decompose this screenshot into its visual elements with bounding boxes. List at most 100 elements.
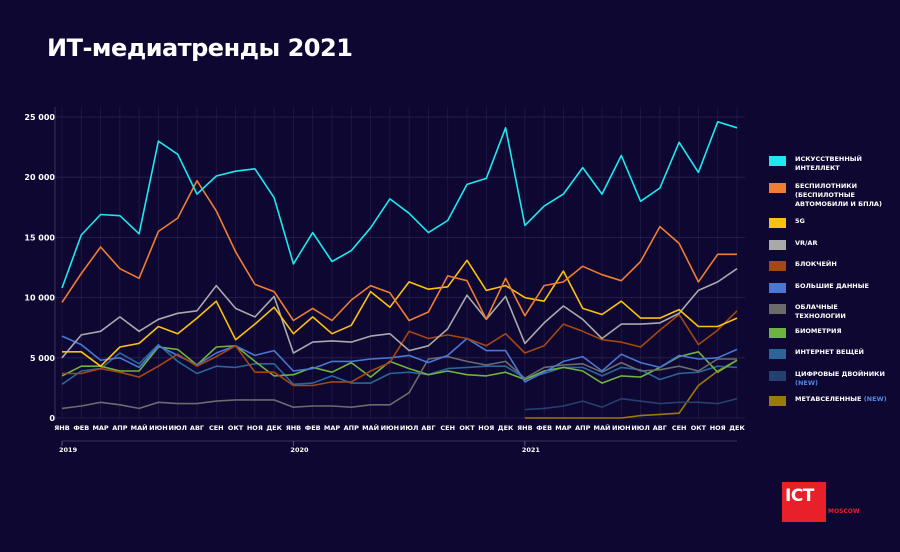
legend-name: БЕСПИЛОТНИКИ (БЕСПИЛОТНЫЕ АВТОМОБИЛИ И Б… <box>795 182 882 208</box>
legend-label: БЛОКЧЕЙН <box>795 260 837 269</box>
x-tick-label: СЕН <box>440 424 455 432</box>
legend-item: МЕТАВСЕЛЕННЫЕ (NEW) <box>769 395 887 406</box>
x-tick-label: ФЕВ <box>305 424 321 432</box>
legend-item: VR/AR <box>769 239 817 250</box>
legend-swatch <box>769 371 786 381</box>
legend-name: БИОМЕТРИЯ <box>795 327 842 335</box>
y-tick-label: 10 000 <box>24 294 55 303</box>
legend-name: БОЛЬШИЕ ДАННЫЕ <box>795 282 869 290</box>
x-tick-label: МАР <box>92 424 108 432</box>
x-tick-label: СЕН <box>209 424 224 432</box>
x-tick-label: ИЮЛ <box>631 424 649 432</box>
series-line <box>62 310 738 387</box>
x-tick-label: АВГ <box>190 424 204 432</box>
x-tick-label: АПР <box>112 424 127 432</box>
y-tick-label: 20 000 <box>24 173 55 182</box>
x-tick-label: АВГ <box>421 424 435 432</box>
x-tick-label: ЯНВ <box>286 424 301 432</box>
legend-item: ИНТЕРНЕТ ВЕЩЕЙ <box>769 348 864 359</box>
year-label: 2020 <box>290 446 309 454</box>
legend-item: ЦИФРОВЫЕ ДВОЙНИКИ (NEW) <box>769 370 890 388</box>
year-label: 2021 <box>522 446 541 454</box>
legend-swatch <box>769 218 786 228</box>
x-tick-label: ИЮЛ <box>168 424 186 432</box>
page-title: ИТ-медиатренды 2021 <box>47 34 353 62</box>
x-tick-label: НОЯ <box>710 424 726 432</box>
new-badge: (NEW) <box>795 379 818 387</box>
logo-subtext: MOSCOW <box>828 508 860 515</box>
x-tick-label: ИЮН <box>612 424 631 432</box>
legend-name: VR/AR <box>795 239 818 247</box>
x-tick-label: АПР <box>575 424 590 432</box>
year-label: 2019 <box>59 446 78 454</box>
legend-swatch <box>769 156 786 166</box>
x-tick-label: ИЮЛ <box>400 424 418 432</box>
legend-label: ИНТЕРНЕТ ВЕЩЕЙ <box>795 348 864 357</box>
x-tick-label: ИЮН <box>381 424 400 432</box>
legend-item: БЛОКЧЕЙН <box>769 260 837 271</box>
x-tick-label: АПР <box>344 424 359 432</box>
legend-label: VR/AR <box>795 239 817 248</box>
x-tick-label: ДЕК <box>498 424 514 432</box>
legend-swatch <box>769 328 786 338</box>
x-tick-label: АВГ <box>653 424 667 432</box>
ict-moscow-logo: ICT MOSCOW <box>782 482 860 522</box>
legend-item: ИСКУССТВЕННЫЙ ИНТЕЛЛЕКТ <box>769 155 890 173</box>
x-tick-label: ОКТ <box>459 424 475 432</box>
series-line <box>61 335 738 383</box>
legend-item: 5G <box>769 217 805 228</box>
y-tick-label: 15 000 <box>24 233 55 242</box>
x-tick-label: ДЕК <box>729 424 745 432</box>
x-tick-label: ФЕВ <box>536 424 552 432</box>
legend-label: 5G <box>795 217 805 226</box>
series-line <box>61 343 738 386</box>
legend-label: БИОМЕТРИЯ <box>795 327 841 336</box>
legend-item: БИОМЕТРИЯ <box>769 327 841 338</box>
legend-swatch <box>769 183 786 193</box>
legend-name: ОБЛАЧНЫЕ ТЕХНОЛОГИИ <box>795 303 846 320</box>
x-tick-label: СЕН <box>672 424 687 432</box>
series-line <box>61 121 738 289</box>
x-tick-label: МАЙ <box>131 423 148 432</box>
legend-label: МЕТАВСЕЛЕННЫЕ (NEW) <box>795 395 887 404</box>
legend-label: БЕСПИЛОТНИКИ (БЕСПИЛОТНЫЕ АВТОМОБИЛИ И Б… <box>795 182 890 209</box>
legend-name: 5G <box>795 217 805 225</box>
x-tick-label: ОКТ <box>691 424 707 432</box>
x-tick-label: ЯНВ <box>517 424 532 432</box>
x-tick-label: МАЙ <box>594 423 611 432</box>
series-line <box>62 259 738 367</box>
legend-name: ИСКУССТВЕННЫЙ ИНТЕЛЛЕКТ <box>795 155 862 172</box>
series-line <box>61 180 737 322</box>
x-tick-label: МАЙ <box>362 423 379 432</box>
logo-text: ICT <box>785 486 814 506</box>
legend-name: ИНТЕРНЕТ ВЕЩЕЙ <box>795 348 864 356</box>
series-line <box>61 355 737 410</box>
new-badge: (NEW) <box>861 395 887 403</box>
legend-label: ЦИФРОВЫЕ ДВОЙНИКИ (NEW) <box>795 370 890 388</box>
legend-swatch <box>769 304 786 314</box>
x-tick-label: МАР <box>324 424 340 432</box>
legend-label: БОЛЬШИЕ ДАННЫЕ <box>795 282 869 291</box>
legend-label: ИСКУССТВЕННЫЙ ИНТЕЛЛЕКТ <box>795 155 890 173</box>
series-line <box>524 359 738 419</box>
legend-name: МЕТАВСЕЛЕННЫЕ <box>795 395 862 403</box>
x-tick-label: ИЮН <box>149 424 168 432</box>
legend-item: БЕСПИЛОТНИКИ (БЕСПИЛОТНЫЕ АВТОМОБИЛИ И Б… <box>769 182 890 209</box>
y-tick-label: 5 000 <box>30 354 55 363</box>
legend-swatch <box>769 261 786 271</box>
legend-swatch <box>769 349 786 359</box>
legend-label: ОБЛАЧНЫЕ ТЕХНОЛОГИИ <box>795 303 890 321</box>
x-tick-label: ОКТ <box>228 424 244 432</box>
x-tick-label: НОЯ <box>478 424 494 432</box>
series-line <box>61 345 738 384</box>
legend-item: БОЛЬШИЕ ДАННЫЕ <box>769 282 869 293</box>
x-tick-label: МАР <box>555 424 571 432</box>
series-line <box>524 397 738 411</box>
y-tick-label: 25 000 <box>24 113 55 122</box>
x-tick-label: НОЯ <box>247 424 263 432</box>
legend-swatch <box>769 396 786 406</box>
x-tick-label: ДЕК <box>266 424 282 432</box>
x-tick-label: ФЕВ <box>73 424 89 432</box>
series-line <box>61 268 738 359</box>
